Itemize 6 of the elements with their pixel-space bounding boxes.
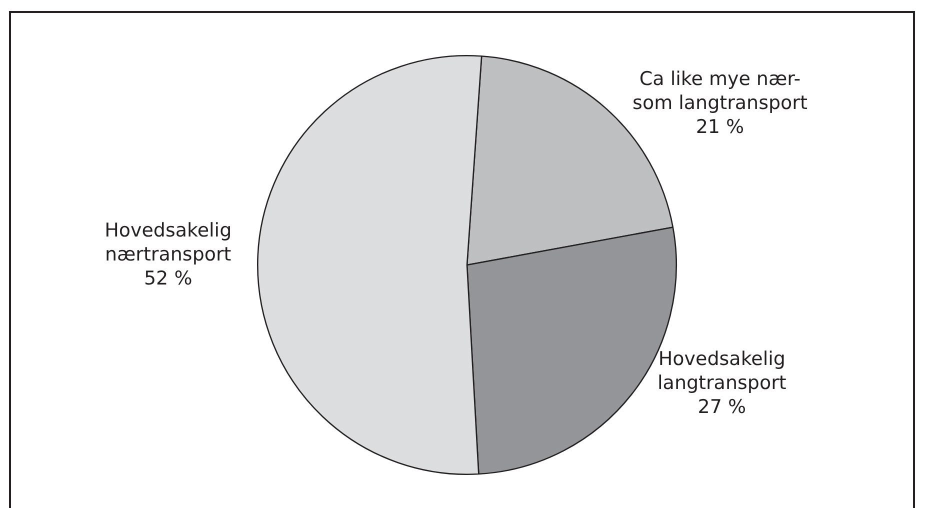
- slice-label: Hovedsakelig nærtransport: [104, 220, 232, 266]
- slice-label: Ca like mye nær- som langtransport: [632, 68, 808, 114]
- data-label: 27 %: [698, 396, 746, 418]
- data-label: 21 %: [696, 116, 744, 138]
- data-label: 52 %: [144, 268, 192, 290]
- slice-label: Hovedsakelig langtransport: [658, 348, 786, 394]
